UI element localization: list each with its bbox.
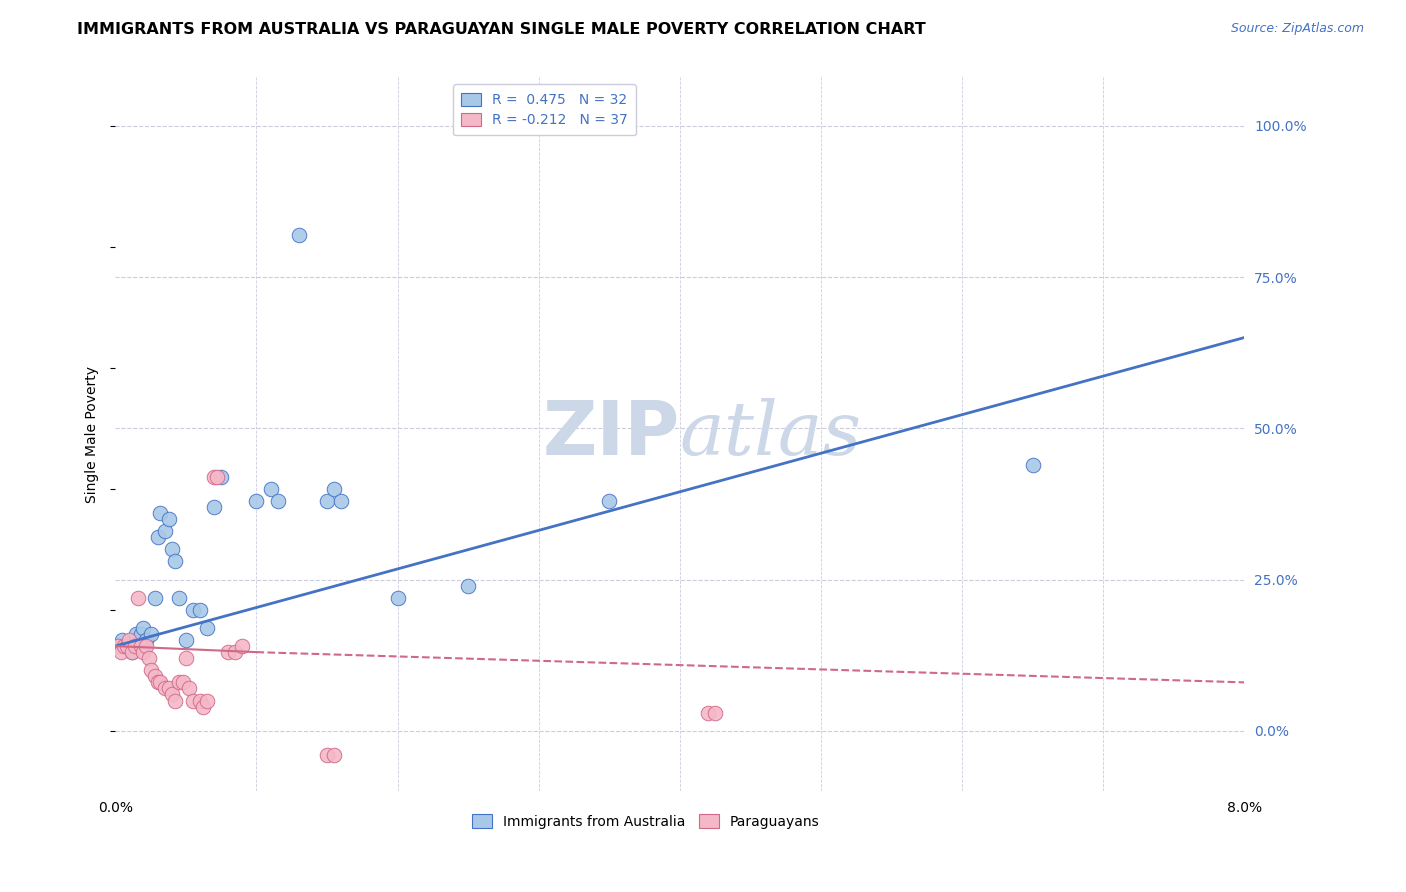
Y-axis label: Single Male Poverty: Single Male Poverty xyxy=(86,366,100,503)
Point xyxy=(167,675,190,690)
Point xyxy=(704,706,727,720)
Point xyxy=(195,693,218,707)
Point xyxy=(153,681,176,696)
Point xyxy=(172,675,194,690)
Point xyxy=(138,651,160,665)
Point xyxy=(259,482,281,496)
Text: ZIP: ZIP xyxy=(543,398,679,471)
Point xyxy=(112,639,135,653)
Point xyxy=(266,494,288,508)
Point xyxy=(163,693,186,707)
Point xyxy=(177,681,200,696)
Point xyxy=(245,494,267,508)
Point xyxy=(195,621,218,635)
Point xyxy=(127,591,149,605)
Point xyxy=(153,524,176,538)
Legend: Immigrants from Australia, Paraguayans: Immigrants from Australia, Paraguayans xyxy=(467,809,825,834)
Point xyxy=(224,645,246,659)
Point xyxy=(157,681,180,696)
Point xyxy=(191,699,214,714)
Point xyxy=(287,227,309,242)
Text: IMMIGRANTS FROM AUSTRALIA VS PARAGUAYAN SINGLE MALE POVERTY CORRELATION CHART: IMMIGRANTS FROM AUSTRALIA VS PARAGUAYAN … xyxy=(77,22,927,37)
Point xyxy=(157,512,180,526)
Point xyxy=(118,639,141,653)
Point xyxy=(697,706,720,720)
Point xyxy=(139,627,162,641)
Point xyxy=(143,591,166,605)
Point xyxy=(121,645,143,659)
Point xyxy=(135,633,157,648)
Point xyxy=(111,633,134,648)
Point xyxy=(149,675,172,690)
Point xyxy=(323,482,346,496)
Point xyxy=(181,693,204,707)
Point xyxy=(217,645,239,659)
Point xyxy=(205,469,228,483)
Point xyxy=(330,494,353,508)
Text: Source: ZipAtlas.com: Source: ZipAtlas.com xyxy=(1230,22,1364,36)
Point xyxy=(231,639,253,653)
Point xyxy=(146,675,169,690)
Point xyxy=(316,747,339,762)
Point xyxy=(174,651,197,665)
Point xyxy=(115,639,138,653)
Point xyxy=(107,639,129,653)
Point xyxy=(149,506,172,520)
Point xyxy=(132,645,155,659)
Point xyxy=(143,669,166,683)
Point xyxy=(121,645,143,659)
Point xyxy=(457,578,479,592)
Point xyxy=(1021,458,1043,472)
Text: atlas: atlas xyxy=(679,398,862,471)
Point xyxy=(110,645,132,659)
Point xyxy=(181,603,204,617)
Point xyxy=(160,542,183,557)
Point xyxy=(174,633,197,648)
Point xyxy=(125,627,148,641)
Point xyxy=(135,639,157,653)
Point xyxy=(202,500,225,514)
Point xyxy=(323,747,346,762)
Point xyxy=(129,639,152,653)
Point xyxy=(146,530,169,544)
Point xyxy=(163,554,186,568)
Point xyxy=(598,494,620,508)
Point xyxy=(202,469,225,483)
Point xyxy=(139,663,162,677)
Point xyxy=(209,469,232,483)
Point xyxy=(188,693,211,707)
Point xyxy=(124,639,146,653)
Point xyxy=(167,591,190,605)
Point xyxy=(129,627,152,641)
Point xyxy=(160,688,183,702)
Point xyxy=(118,633,141,648)
Point xyxy=(132,621,155,635)
Point xyxy=(188,603,211,617)
Point xyxy=(387,591,409,605)
Point xyxy=(316,494,339,508)
